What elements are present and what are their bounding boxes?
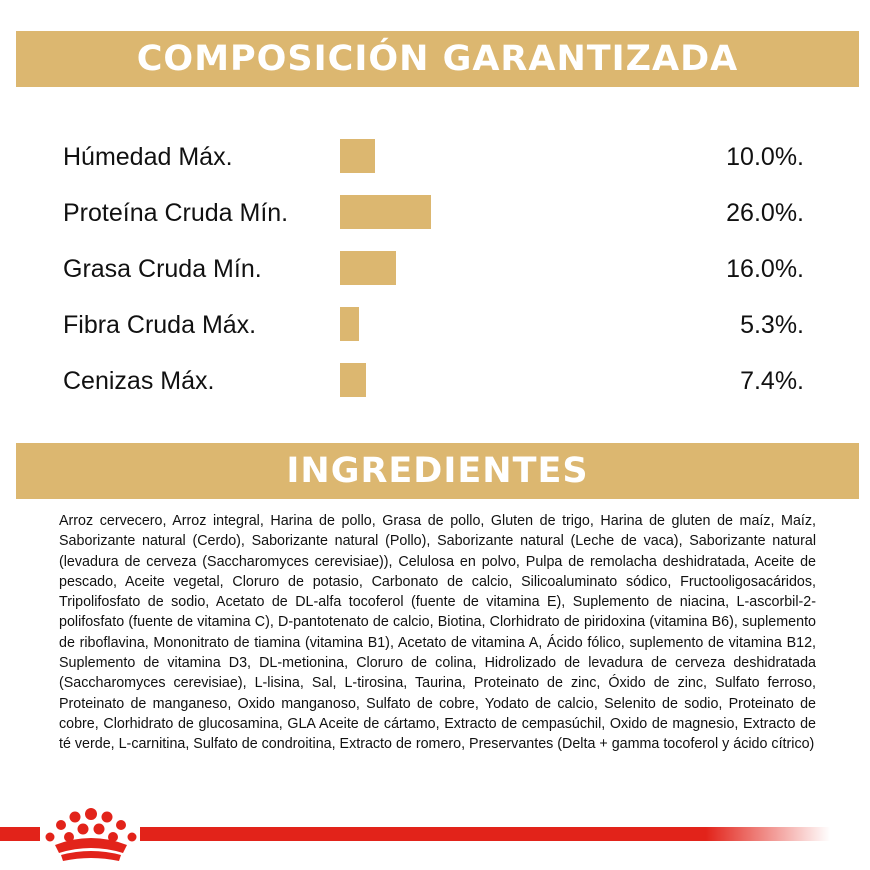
- nutrient-label: Fibra Cruda Máx.: [63, 311, 257, 339]
- nutrient-label: Proteína Cruda Mín.: [63, 199, 289, 227]
- composition-row: Fibra Cruda Máx. 5.3%.: [0, 305, 870, 345]
- nutrient-value: 7.4%.: [740, 367, 804, 395]
- composition-banner: COMPOSICIÓN GARANTIZADA: [16, 31, 859, 87]
- composition-row: Cenizas Máx. 7.4%.: [0, 361, 870, 401]
- nutrient-value: 16.0%.: [726, 255, 804, 283]
- composition-row: Húmedad Máx. 10.0%.: [0, 137, 870, 177]
- nutrient-bar: [340, 195, 431, 229]
- ingredients-banner: INGREDIENTES: [16, 443, 859, 499]
- composition-title: COMPOSICIÓN GARANTIZADA: [136, 39, 739, 79]
- nutrient-value: 5.3%.: [740, 311, 804, 339]
- composition-row: Proteína Cruda Mín. 26.0%.: [0, 193, 870, 233]
- nutrient-label: Cenizas Máx.: [63, 367, 215, 395]
- nutrient-value: 10.0%.: [726, 143, 804, 171]
- nutrient-bar: [340, 139, 375, 173]
- nutrient-bar: [340, 307, 359, 341]
- crown-icon: [45, 808, 137, 861]
- composition-row: Grasa Cruda Mín. 16.0%.: [0, 249, 870, 289]
- nutrient-value: 26.0%.: [726, 199, 804, 227]
- ingredients-text: Arroz cervecero, Arroz integral, Harina …: [59, 513, 816, 753]
- footer-stripe-right: [140, 827, 830, 841]
- footer-stripe-left: [0, 827, 40, 841]
- nutrient-label: Húmedad Máx.: [63, 143, 233, 171]
- nutrient-bar: [340, 363, 366, 397]
- nutrient-bar: [340, 251, 396, 285]
- ingredients-title: INGREDIENTES: [286, 451, 589, 491]
- nutrient-label: Grasa Cruda Mín.: [63, 255, 262, 283]
